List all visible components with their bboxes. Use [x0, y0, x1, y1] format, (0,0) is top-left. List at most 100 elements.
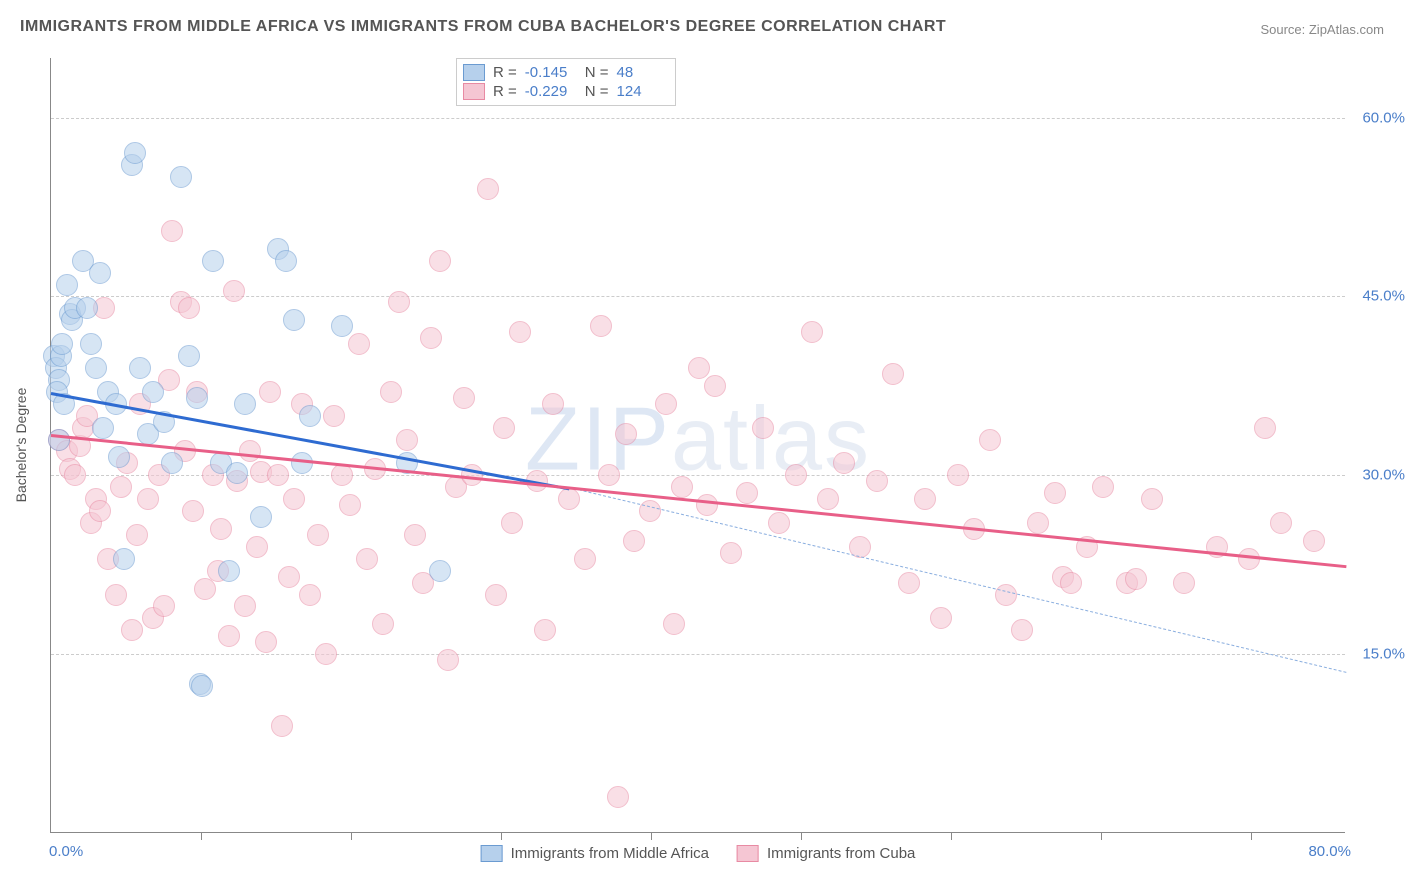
scatter-point — [501, 512, 523, 534]
scatter-point — [1125, 568, 1147, 590]
x-tick — [351, 832, 352, 840]
scatter-point — [64, 464, 86, 486]
scatter-point — [1044, 482, 1066, 504]
scatter-point — [833, 452, 855, 474]
scatter-point — [1027, 512, 1049, 534]
scatter-point — [477, 178, 499, 200]
n-label: N = — [585, 64, 609, 81]
chart-title: IMMIGRANTS FROM MIDDLE AFRICA VS IMMIGRA… — [20, 18, 946, 36]
scatter-point — [671, 476, 693, 498]
scatter-point — [239, 440, 261, 462]
scatter-point — [453, 387, 475, 409]
scatter-point — [817, 488, 839, 510]
scatter-point — [493, 417, 515, 439]
y-tick-label: 60.0% — [1362, 109, 1405, 126]
x-tick — [501, 832, 502, 840]
scatter-point — [1060, 572, 1082, 594]
scatter-point — [323, 405, 345, 427]
scatter-point — [80, 333, 102, 355]
x-tick — [801, 832, 802, 840]
r-value-1: -0.145 — [525, 64, 577, 81]
scatter-point — [218, 560, 240, 582]
scatter-point — [113, 548, 135, 570]
scatter-point — [178, 345, 200, 367]
scatter-point — [380, 381, 402, 403]
scatter-point — [590, 315, 612, 337]
scatter-point — [930, 607, 952, 629]
scatter-point — [429, 250, 451, 272]
scatter-point — [89, 500, 111, 522]
scatter-point — [194, 578, 216, 600]
scatter-point — [1092, 476, 1114, 498]
scatter-point — [995, 584, 1017, 606]
scatter-point — [898, 572, 920, 594]
scatter-point — [234, 393, 256, 415]
scatter-point — [191, 675, 213, 697]
scatter-point — [271, 715, 293, 737]
scatter-point — [153, 595, 175, 617]
x-tick — [951, 832, 952, 840]
scatter-point — [182, 500, 204, 522]
scatter-point — [267, 464, 289, 486]
scatter-point — [234, 595, 256, 617]
scatter-point — [161, 452, 183, 474]
scatter-point — [1270, 512, 1292, 534]
scatter-point — [534, 619, 556, 641]
legend-stats-row-1: R = -0.145 N = 48 — [463, 63, 669, 82]
scatter-point — [129, 357, 151, 379]
gridline — [51, 296, 1345, 297]
scatter-point — [186, 387, 208, 409]
scatter-point — [372, 613, 394, 635]
series-1-label: Immigrants from Middle Africa — [511, 845, 709, 862]
scatter-point — [56, 274, 78, 296]
scatter-point — [339, 494, 361, 516]
scatter-point — [639, 500, 661, 522]
scatter-point — [291, 452, 313, 474]
scatter-point — [1173, 572, 1195, 594]
y-tick-label: 15.0% — [1362, 646, 1405, 663]
scatter-plot: ZIPatlas R = -0.145 N = 48 R = -0.229 N … — [50, 58, 1345, 833]
scatter-point — [124, 142, 146, 164]
scatter-point — [736, 482, 758, 504]
scatter-point — [688, 357, 710, 379]
scatter-point — [202, 250, 224, 272]
scatter-point — [315, 643, 337, 665]
scatter-point — [388, 291, 410, 313]
scatter-point — [48, 429, 70, 451]
x-axis-min-label: 0.0% — [49, 843, 83, 860]
scatter-point — [348, 333, 370, 355]
scatter-point — [331, 315, 353, 337]
scatter-point — [420, 327, 442, 349]
swatch-series-2-bottom — [737, 845, 759, 862]
scatter-point — [663, 613, 685, 635]
scatter-point — [89, 262, 111, 284]
n-label: N = — [585, 83, 609, 100]
scatter-point — [283, 488, 305, 510]
y-tick-label: 30.0% — [1362, 467, 1405, 484]
scatter-point — [615, 423, 637, 445]
legend-stats-box: R = -0.145 N = 48 R = -0.229 N = 124 — [456, 58, 676, 106]
gridline — [51, 118, 1345, 119]
scatter-point — [178, 297, 200, 319]
scatter-point — [768, 512, 790, 534]
scatter-point — [307, 524, 329, 546]
scatter-point — [275, 250, 297, 272]
scatter-point — [1141, 488, 1163, 510]
scatter-point — [259, 381, 281, 403]
scatter-point — [250, 506, 272, 528]
scatter-point — [882, 363, 904, 385]
scatter-point — [283, 309, 305, 331]
bottom-legend-item-1: Immigrants from Middle Africa — [481, 845, 709, 862]
y-tick-label: 45.0% — [1362, 288, 1405, 305]
scatter-point — [142, 381, 164, 403]
scatter-point — [1303, 530, 1325, 552]
scatter-point — [429, 560, 451, 582]
scatter-point — [574, 548, 596, 570]
scatter-point — [105, 584, 127, 606]
r-label: R = — [493, 64, 517, 81]
bottom-legend-item-2: Immigrants from Cuba — [737, 845, 915, 862]
scatter-point — [299, 584, 321, 606]
y-axis-label: Bachelor's Degree — [13, 388, 29, 503]
scatter-point — [278, 566, 300, 588]
scatter-point — [979, 429, 1001, 451]
